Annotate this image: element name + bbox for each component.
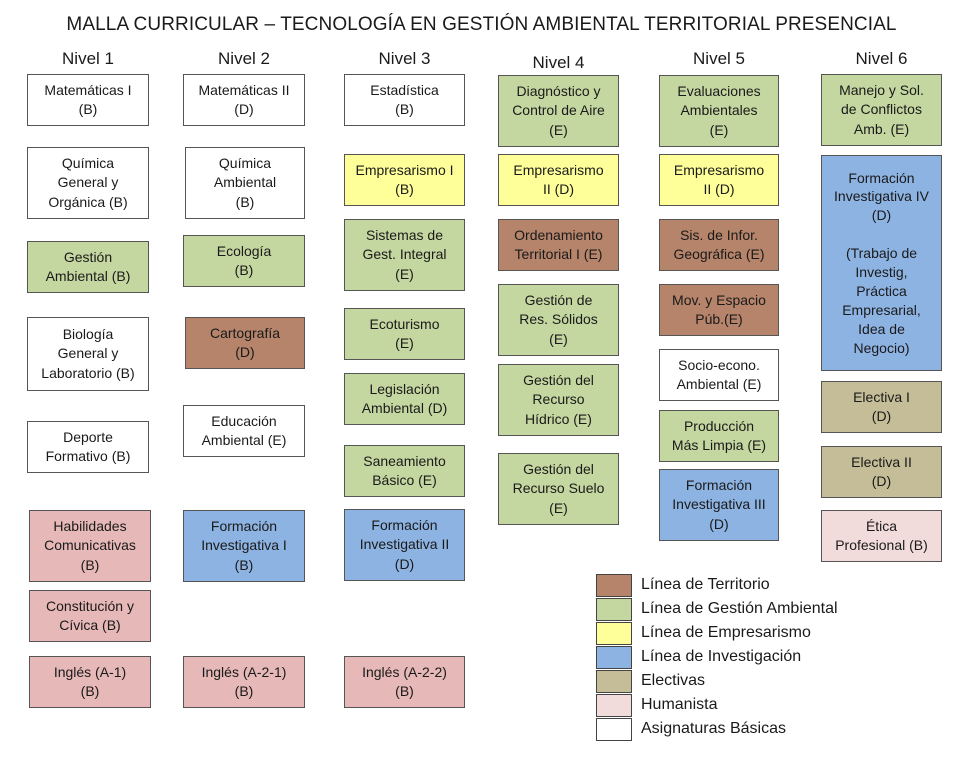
course-formacion-investigativa-2: Formación Investigativa II (D) [344, 509, 465, 581]
course-manejo-conflictos-ambientales: Manejo y Sol. de Conflictos Amb. (E) [821, 74, 942, 146]
level-header-4: Nivel 4 [532, 53, 585, 72]
course-electiva-1: Electiva I (D) [821, 381, 942, 433]
level-header-6: Nivel 6 [855, 49, 908, 68]
legend-swatch-investigacion [596, 646, 632, 669]
course-habilidades-comunicativas: Habilidades Comunicativas (B) [29, 510, 151, 582]
course-formacion-investigativa-3: Formación Investigativa III (D) [659, 469, 779, 541]
course-constitucion-civica: Constitución y Cívica (B) [29, 590, 151, 642]
course-quimica-ambiental: Química Ambiental (B) [185, 147, 305, 219]
legend-label-basicas: Asignaturas Básicas [641, 720, 786, 737]
course-ingles-a22: Inglés (A-2-2) (B) [344, 656, 465, 708]
page-title: MALLA CURRICULAR – TECNOLOGÍA EN GESTIÓN… [66, 14, 897, 35]
course-ingles-a21: Inglés (A-2-1) (B) [183, 656, 305, 708]
legend-swatch-basicas [596, 718, 632, 741]
course-gestion-ambiental: Gestión Ambiental (B) [27, 241, 149, 293]
legend-swatch-humanista [596, 694, 632, 717]
course-quimica-general: Química General y Orgánica (B) [27, 147, 149, 219]
course-estadistica: Estadística (B) [344, 74, 465, 126]
legend-label-empresarismo: Línea de Empresarismo [641, 624, 811, 641]
level-header-2: Nivel 2 [218, 49, 270, 68]
course-movilidad-espacio-publico: Mov. y Espacio Púb.(E) [659, 284, 779, 336]
legend-label-territorio: Línea de Territorio [641, 576, 770, 593]
course-matematicas-1: Matemáticas I (B) [27, 74, 149, 126]
course-legislacion-ambiental: Legislación Ambiental (D) [344, 373, 465, 425]
course-formacion-investigativa-4: Formación Investigativa IV (D) (Trabajo … [821, 155, 942, 371]
legend-label-gestion-ambiental: Línea de Gestión Ambiental [641, 600, 838, 617]
course-saneamiento-basico: Saneamiento Básico (E) [344, 445, 465, 497]
course-formacion-investigativa-1: Formación Investigativa I (B) [183, 510, 305, 582]
legend-swatch-electivas [596, 670, 632, 693]
legend-label-electivas: Electivas [641, 672, 706, 689]
course-evaluaciones-ambientales: Evaluaciones Ambientales (E) [659, 75, 779, 147]
course-electiva-2: Electiva II (D) [821, 446, 942, 498]
course-diagnostico-control-aire: Diagnóstico y Control de Aire (E) [498, 75, 619, 147]
course-empresarismo-2-n5: Empresarismo II (D) [659, 154, 779, 206]
course-cartografia: Cartografía (D) [185, 317, 305, 369]
course-sistemas-informacion-geografica: Sis. de Infor. Geográfica (E) [659, 219, 779, 271]
course-sistemas-gestion-integral: Sistemas de Gest. Integral (E) [344, 219, 465, 291]
course-biologia-general: Biología General y Laboratorio (B) [27, 317, 149, 391]
legend-swatch-empresarismo [596, 622, 632, 645]
legend-label-investigacion: Línea de Investigación [641, 648, 802, 665]
course-socio-economia-ambiental: Socio-econo. Ambiental (E) [659, 349, 779, 401]
level-header-5: Nivel 5 [693, 49, 745, 68]
level-header-1: Nivel 1 [62, 49, 114, 68]
course-etica-profesional: Ética Profesional (B) [821, 510, 942, 562]
legend-label-humanista: Humanista [641, 696, 718, 713]
course-educacion-ambiental: Educación Ambiental (E) [183, 405, 305, 457]
course-gestion-residuos-solidos: Gestión de Res. Sólidos (E) [498, 284, 619, 356]
course-gestion-recurso-suelo: Gestión del Recurso Suelo (E) [498, 453, 619, 525]
legend-swatch-gestion-ambiental [596, 598, 632, 621]
course-gestion-recurso-hidrico: Gestión del Recurso Hídrico (E) [498, 364, 619, 436]
course-produccion-mas-limpia: Producción Más Limpia (E) [659, 410, 779, 462]
course-deporte-formativo: Deporte Formativo (B) [27, 421, 149, 473]
course-ecologia: Ecología (B) [183, 235, 305, 287]
course-empresarismo-1: Empresarismo I (B) [344, 154, 465, 206]
course-empresarismo-2-n4: Empresarismo II (D) [498, 154, 619, 206]
legend-swatch-territorio [596, 574, 632, 597]
course-matematicas-2: Matemáticas II (D) [183, 74, 305, 126]
course-ecoturismo: Ecoturismo (E) [344, 308, 465, 360]
level-header-3: Nivel 3 [378, 49, 431, 68]
course-ordenamiento-territorial: Ordenamiento Territorial I (E) [498, 219, 619, 271]
course-ingles-a1: Inglés (A-1) (B) [29, 656, 151, 708]
